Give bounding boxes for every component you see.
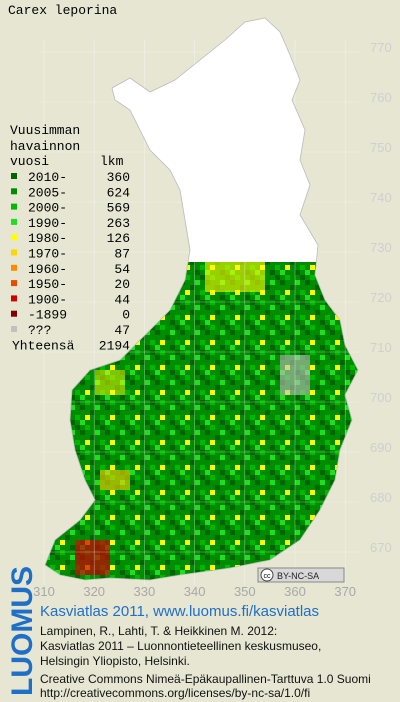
y-tick-label: 750 <box>370 140 392 155</box>
legend-count: 0 <box>122 308 130 323</box>
species-title: Carex leporina <box>8 3 117 18</box>
legend-label: 2000- <box>28 201 67 216</box>
legend-column: vuosi <box>10 154 49 169</box>
cc-badge: cc BY-NC-SA <box>257 567 345 583</box>
legend-count: 44 <box>114 292 130 307</box>
x-tick-label: 370 <box>334 584 356 599</box>
legend-label: 1980- <box>28 231 67 246</box>
legend-swatch <box>11 188 17 195</box>
legend-swatch <box>11 295 17 302</box>
legend-count: 263 <box>107 216 130 231</box>
legend-label: 1900- <box>28 292 67 307</box>
x-tick-label: 330 <box>134 584 156 599</box>
legend-swatch <box>11 173 17 179</box>
legend-label: 2005- <box>28 185 67 200</box>
legend-count: 54 <box>114 262 130 277</box>
legend-swatch <box>11 234 17 241</box>
citation: Kasviatlas 2011 – Luonnontieteellinen ke… <box>40 639 321 653</box>
logo: LUOMUS <box>6 566 39 696</box>
legend-swatch <box>11 218 17 225</box>
legend-label: -1899 <box>28 308 67 323</box>
x-tick-label: 340 <box>184 584 206 599</box>
legend-swatch <box>11 310 17 317</box>
y-tick-label: 670 <box>370 540 392 555</box>
x-tick-label: 310 <box>33 584 55 599</box>
legend-count: 569 <box>107 201 130 216</box>
legend-swatch <box>11 264 17 271</box>
x-tick-label: 360 <box>284 584 306 599</box>
legend-count: 47 <box>114 323 130 338</box>
total-count: 2194 <box>99 338 130 353</box>
total-label: Yhteensä <box>12 338 75 353</box>
cc-icon: cc <box>264 573 272 580</box>
license-url[interactable]: http://creativecommons.org/licenses/by-n… <box>40 686 310 700</box>
legend: Vuusimman havainnon vuosi lkm 2010- 360 20… <box>10 123 130 353</box>
cc-text: BY-NC-SA <box>277 571 319 581</box>
y-tick-label: 730 <box>370 240 392 255</box>
y-tick-label: 680 <box>370 490 392 505</box>
legend-label: 1970- <box>28 247 67 262</box>
legend-count: 360 <box>107 170 130 185</box>
legend-label: 1960- <box>28 262 67 277</box>
citation: Lampinen, R., Lahti, T. & Heikkinen M. 2… <box>40 624 277 638</box>
legend-heading: havainnon <box>10 139 80 154</box>
legend-heading: Vuusimman <box>10 123 80 138</box>
legend-count: 87 <box>114 247 130 262</box>
legend-swatch <box>11 203 17 210</box>
legend-swatch <box>11 280 17 287</box>
legend-count: 126 <box>107 231 130 246</box>
legend-swatch <box>11 326 17 332</box>
license: Creative Commons Nimeä-Epäkaupallinen-Ta… <box>40 672 371 686</box>
y-tick-label: 700 <box>370 390 392 405</box>
legend-label: 1990- <box>28 216 67 231</box>
citation: Helsingin Yliopisto, Helsinki. <box>40 654 190 668</box>
x-tick-label: 320 <box>83 584 105 599</box>
legend-label: 2010- <box>28 170 67 185</box>
y-tick-label: 710 <box>370 340 392 355</box>
legend-label: 1950- <box>28 277 67 292</box>
legend-label: ??? <box>28 323 51 338</box>
y-tick-label: 760 <box>370 90 392 105</box>
legend-swatch <box>11 249 17 256</box>
y-tick-label: 720 <box>370 290 392 305</box>
y-tick-label: 740 <box>370 190 392 205</box>
x-tick-label: 350 <box>234 584 256 599</box>
y-tick-label: 690 <box>370 440 392 455</box>
atlas-link[interactable]: Kasviatlas 2011, www.luomus.fi/kasviatla… <box>40 603 319 620</box>
legend-column: lkm <box>100 154 124 169</box>
legend-count: 624 <box>107 185 131 200</box>
border <box>44 17 359 581</box>
legend-count: 20 <box>114 277 130 292</box>
y-tick-label: 770 <box>370 40 392 55</box>
